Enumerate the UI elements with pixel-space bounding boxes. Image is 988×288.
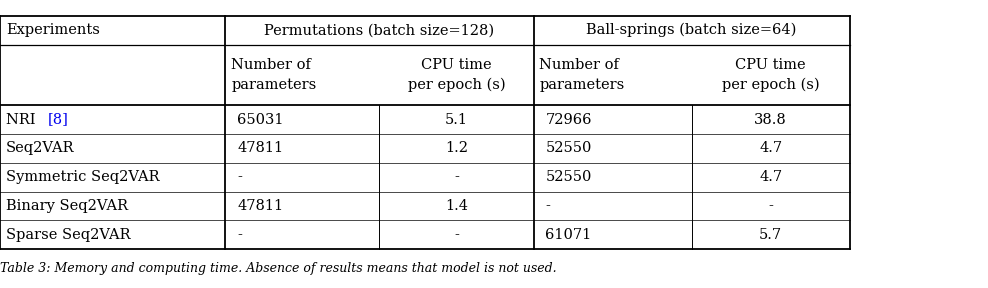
Text: 38.8: 38.8: [754, 113, 787, 126]
Text: CPU time
per epoch (s): CPU time per epoch (s): [722, 58, 819, 92]
Text: 5.1: 5.1: [445, 113, 468, 126]
Text: -: -: [237, 228, 242, 242]
Text: -: -: [237, 170, 242, 184]
Text: 52550: 52550: [545, 141, 592, 155]
Text: -: -: [545, 199, 550, 213]
Text: 72966: 72966: [545, 113, 592, 126]
Text: -: -: [454, 228, 458, 242]
Text: [8]: [8]: [47, 113, 68, 126]
Text: 47811: 47811: [237, 141, 284, 155]
Text: -: -: [454, 170, 458, 184]
Text: CPU time
per epoch (s): CPU time per epoch (s): [408, 58, 505, 92]
Text: 47811: 47811: [237, 199, 284, 213]
Text: Binary Seq2VAR: Binary Seq2VAR: [6, 199, 127, 213]
Text: 4.7: 4.7: [759, 141, 782, 155]
Text: Number of
parameters: Number of parameters: [231, 58, 316, 92]
Text: 4.7: 4.7: [759, 170, 782, 184]
Text: Permutations (batch size=128): Permutations (batch size=128): [265, 23, 494, 37]
Text: 52550: 52550: [545, 170, 592, 184]
Text: 5.7: 5.7: [759, 228, 782, 242]
Text: 1.4: 1.4: [445, 199, 468, 213]
Text: Sparse Seq2VAR: Sparse Seq2VAR: [6, 228, 130, 242]
Text: 1.2: 1.2: [445, 141, 468, 155]
Text: Table 3: Memory and computing time. Absence of results means that model is not u: Table 3: Memory and computing time. Abse…: [0, 262, 556, 275]
Text: NRI: NRI: [6, 113, 41, 126]
Text: Ball-springs (batch size=64): Ball-springs (batch size=64): [587, 23, 796, 37]
Text: 65031: 65031: [237, 113, 284, 126]
Text: -: -: [769, 199, 773, 213]
Text: Number of
parameters: Number of parameters: [539, 58, 624, 92]
Text: Experiments: Experiments: [6, 23, 100, 37]
Text: Seq2VAR: Seq2VAR: [6, 141, 74, 155]
Text: Symmetric Seq2VAR: Symmetric Seq2VAR: [6, 170, 159, 184]
Text: 61071: 61071: [545, 228, 592, 242]
